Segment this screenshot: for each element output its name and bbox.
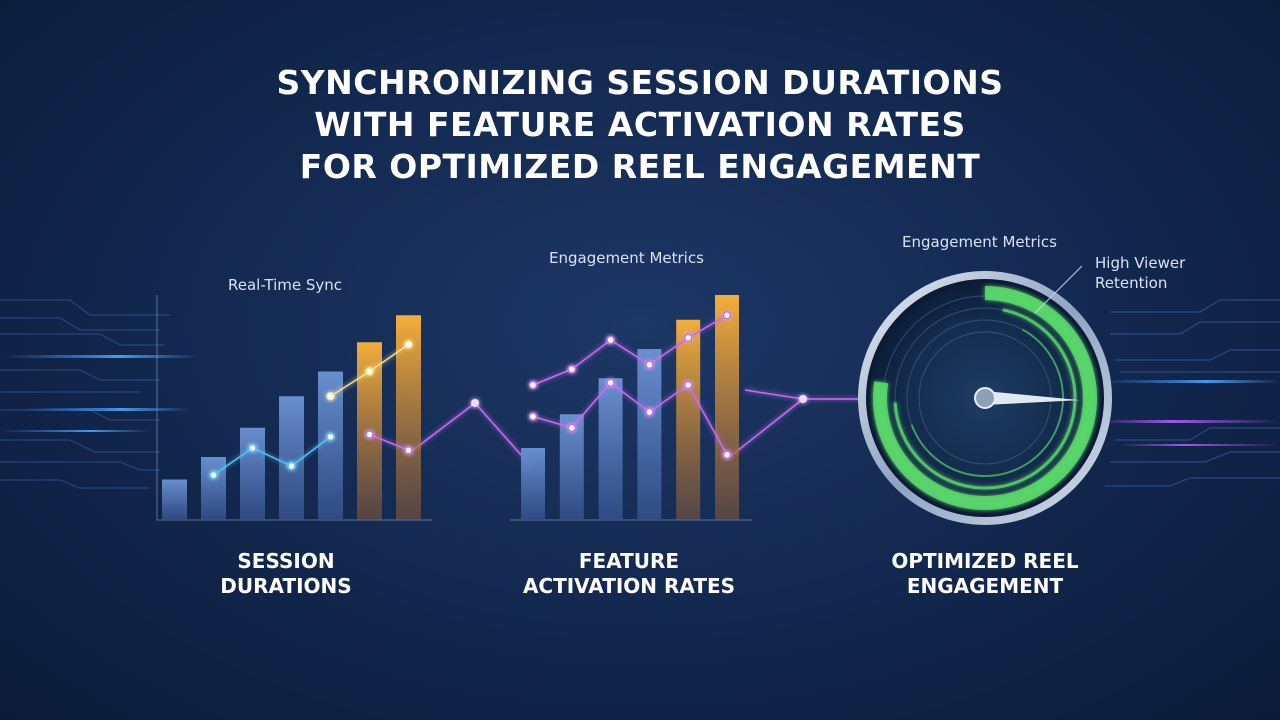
magenta-point [365,430,374,439]
yellow-point [326,392,335,401]
feature-activation-label: FEATURE ACTIVATION RATES [489,549,769,599]
bar [201,457,226,520]
streak [0,355,200,358]
connector-left [407,401,531,466]
bar [521,448,545,520]
callout-line-2: Retention [1095,274,1168,292]
lower-point [683,380,693,390]
yellow-point [404,340,413,349]
feature-label-line-2: ACTIVATION RATES [522,574,736,598]
lower-point [567,423,577,432]
engagement-label-line-2: ENGAGEMENT [906,574,1064,598]
gauge-hub [974,387,996,409]
cyan-point [326,432,335,441]
connector-mid-lower [726,398,804,460]
callout-line-1: High Viewer [1095,254,1186,272]
light-streaks [0,355,1280,446]
streak [1100,380,1280,383]
engagement-gauge [858,265,1112,525]
title-line-3: FOR OPTIMIZED REEL ENGAGEMENT [299,147,981,186]
feature-activation-chart [510,295,752,521]
streak [1120,444,1280,446]
node-point [799,395,807,403]
bar [637,349,662,520]
bar [279,396,304,520]
session-label-line-2: DURATIONS [220,574,352,598]
callout-leader [1034,265,1083,314]
lower-point [645,407,654,417]
magenta-point [404,446,413,455]
bar [240,427,265,520]
gauge-needle [984,391,1080,405]
upper-point [722,311,732,320]
streak [0,430,150,432]
cyan-line [213,436,331,476]
upper-point [528,380,538,390]
page-title: SYNCHRONIZING SESSION DURATIONS WITH FEA… [0,62,1280,188]
gauge-callout: High Viewer Retention [1095,253,1185,293]
optimized-engagement-label: OPTIMIZED REEL ENGAGEMENT [855,549,1115,599]
session-label-line-1: SESSION [237,549,335,573]
node-point [471,399,479,407]
session-chart-caption: Real-Time Sync [228,276,343,294]
session-durations-label: SESSION DURATIONS [186,549,386,599]
yellow-point [365,367,374,376]
gauge-caption: Engagement Metrics [902,233,1057,251]
gauge-level-arc-inner [893,308,1077,490]
upper-line [532,314,728,386]
gauge-level-arc [873,286,1097,510]
lower-point [528,412,538,421]
bar [162,479,187,520]
feature-label-line-1: FEATURE [578,549,680,573]
lower-point [606,378,615,387]
streak [20,408,190,411]
upper-point [645,360,654,369]
title-line-2: WITH FEATURE ACTIVATION RATES [314,105,966,144]
upper-point [683,333,693,342]
streak [1100,420,1280,423]
magenta-line [369,433,409,451]
upper-point [567,365,577,374]
upper-point [606,335,615,345]
lower-line [532,381,728,456]
cyan-point [248,443,257,453]
engagement-label-line-1: OPTIMIZED REEL [891,549,1079,573]
title-line-1: SYNCHRONIZING SESSION DURATIONS [276,63,1004,102]
left-circuit-lines [0,299,170,489]
lower-point [722,450,732,459]
cyan-point [209,470,218,480]
feature-chart-caption: Engagement Metrics [549,249,704,267]
bar [676,319,701,520]
session-durations-chart [156,295,432,521]
bar [598,378,623,520]
right-circuit-lines [1105,299,1280,487]
bar [715,295,739,520]
gauge-level-arc-inner-2 [910,328,1064,477]
cyan-point [287,461,296,471]
